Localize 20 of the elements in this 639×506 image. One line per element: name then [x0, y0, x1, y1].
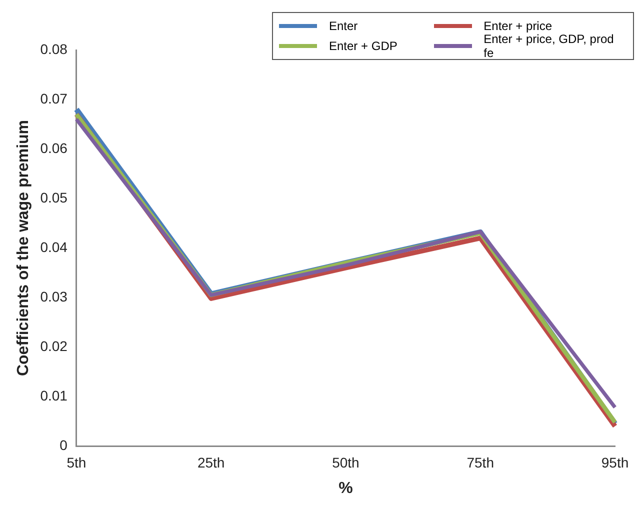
legend-label: Enter + price, GDP, prod fe — [482, 32, 615, 60]
y-tick-label: 0.04 — [40, 238, 68, 255]
x-tick-label: 95th — [601, 454, 629, 470]
x-tick-label: 75th — [466, 454, 494, 470]
y-tick-label: 0.07 — [40, 90, 68, 106]
legend-label: Enter — [328, 18, 359, 35]
legend-label: Enter + GDP — [328, 38, 398, 55]
x-tick-label: 25th — [197, 454, 225, 470]
x-tick-label: 50th — [332, 454, 360, 470]
y-tick-label: 0.02 — [40, 338, 68, 354]
y-tick-label: 0.08 — [40, 40, 68, 57]
x-axis-title: % — [338, 480, 353, 497]
y-tick-label: 0.03 — [40, 288, 68, 304]
y-tick-label: 0.01 — [40, 387, 68, 404]
y-tick-label: 0 — [60, 436, 68, 453]
y-tick-label: 0.06 — [40, 140, 68, 156]
y-axis-title: Coefficients of the wage premium — [15, 120, 32, 376]
y-tick-label: 0.05 — [40, 189, 68, 206]
x-tick-label: 5th — [66, 454, 86, 470]
legend-label: Enter + price — [482, 18, 554, 34]
